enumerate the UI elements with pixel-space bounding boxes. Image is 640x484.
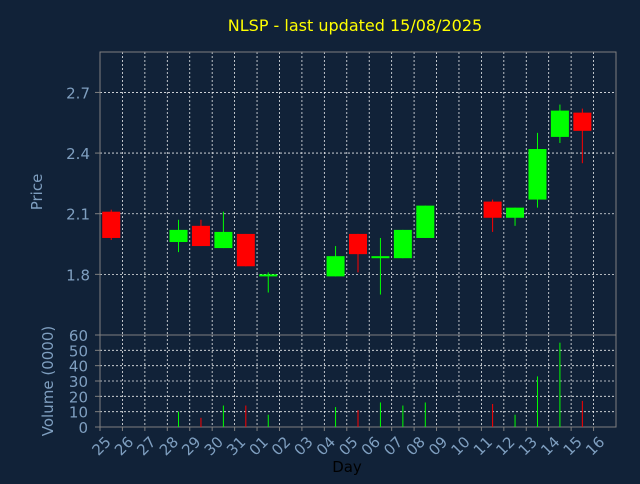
candle-body	[214, 231, 233, 249]
candle	[573, 108, 592, 164]
volume-tick-label: 20	[69, 388, 88, 406]
candle	[528, 132, 547, 208]
candle-body	[528, 149, 547, 200]
candle	[169, 219, 188, 253]
candle	[259, 272, 278, 293]
candle	[191, 219, 210, 247]
price-tick-label: 2.7	[66, 84, 90, 102]
candle	[236, 233, 255, 267]
candle	[371, 237, 390, 295]
volume-tick-label: 60	[69, 327, 88, 345]
volume-axis-label: Volume (0000)	[39, 326, 57, 436]
candle-body	[573, 112, 592, 131]
chart-title: NLSP - last updated 15/08/2025	[228, 16, 482, 35]
volume-tick-label: 40	[69, 358, 88, 376]
candle	[326, 246, 345, 277]
price-tick-label: 1.8	[66, 266, 90, 284]
candle-body	[169, 229, 188, 243]
candle	[416, 205, 435, 238]
candle	[483, 199, 502, 232]
candle	[214, 211, 233, 249]
candle	[393, 229, 412, 259]
candle	[550, 104, 569, 143]
candle-body	[416, 205, 435, 238]
volume-tick-label: 30	[69, 373, 88, 391]
price-axis-label: Price	[28, 174, 46, 211]
price-tick-label: 2.1	[66, 206, 90, 224]
candle-body	[506, 207, 525, 218]
x-axis-label: Day	[332, 458, 362, 476]
candle	[506, 207, 525, 226]
candle-body	[236, 233, 255, 267]
candle-body	[371, 256, 390, 259]
candle	[349, 233, 367, 273]
volume-tick-label: 0	[78, 419, 88, 437]
candle-body	[326, 256, 345, 277]
candle-body	[102, 211, 121, 238]
volume-tick-label: 50	[69, 342, 88, 360]
candle-body	[191, 225, 210, 247]
candle-body	[483, 201, 502, 218]
candle-body	[393, 229, 412, 259]
candle-body	[349, 233, 367, 255]
candle-body	[550, 110, 569, 137]
volume-tick-label: 10	[69, 404, 88, 422]
candle-body	[259, 274, 278, 277]
price-tick-label: 2.4	[66, 145, 90, 163]
candle	[102, 209, 121, 240]
price-panel: 1.8 2.1 2.4 2.7	[66, 51, 617, 336]
